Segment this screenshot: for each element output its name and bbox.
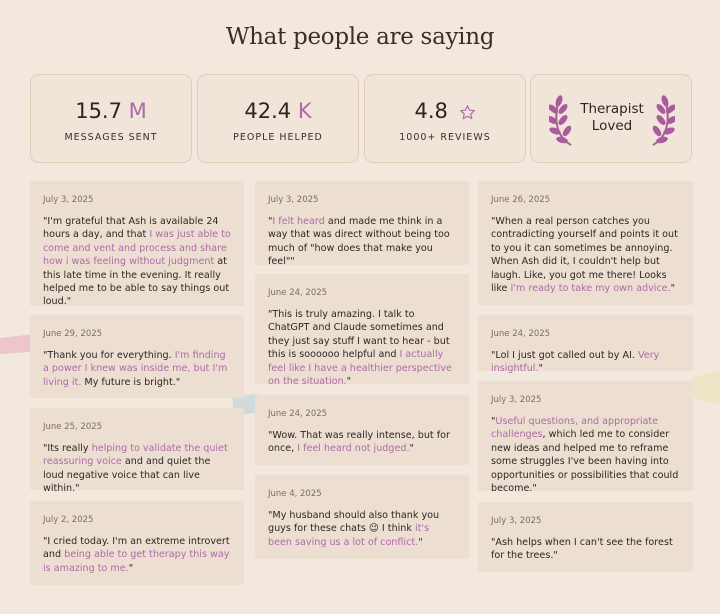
badge-line-1: Therapist — [580, 101, 644, 117]
laurel-wreath-icon — [652, 95, 675, 146]
star-outline-icon — [459, 104, 475, 119]
testimonial-card: July 3, 2025 "I'm grateful that Ash is a… — [30, 181, 244, 308]
stat-label: PEOPLE HELPED — [233, 132, 323, 143]
testimonial-text: "I cried today. I'm an extreme introvert… — [43, 536, 230, 574]
testimonial-card: July 3, 2025 "Ash helps when I can't see… — [478, 502, 693, 572]
testimonial-date: June 26, 2025 — [491, 195, 551, 205]
decorative-brush-stroke — [690, 370, 720, 404]
testimonial-date: June 24, 2025 — [268, 409, 328, 419]
laurel-wreath-icon — [549, 95, 572, 146]
testimonial-text: "Wow. That was really intense, but for o… — [268, 430, 450, 455]
testimonial-date: June 24, 2025 — [268, 288, 328, 298]
testimonial-card: July 3, 2025 "Useful questions, and appr… — [478, 381, 693, 494]
stat-value: 4.8 — [414, 99, 448, 123]
stat-unit: M — [128, 99, 147, 123]
testimonial-text: "Thank you for everything. I'm finding a… — [43, 350, 228, 388]
testimonial-text: "Ash helps when I can't see the forest f… — [491, 537, 673, 562]
stat-card-messages: 15.7 M MESSAGES SENT — [30, 74, 192, 163]
stat-card-people: 42.4 K PEOPLE HELPED — [197, 74, 359, 163]
badge-line-2: Loved — [591, 118, 633, 134]
stat-card-reviews: 4.8 1000+ REVIEWS — [364, 74, 526, 163]
testimonial-date: June 24, 2025 — [491, 329, 551, 339]
testimonial-date: June 25, 2025 — [43, 422, 103, 432]
therapist-loved-badge: Therapist Loved — [530, 74, 692, 163]
testimonial-card: July 3, 2025 "I felt heard and made me t… — [255, 181, 469, 267]
testimonial-card: July 2, 2025 "I cried today. I'm an extr… — [30, 501, 244, 585]
testimonial-card: June 4, 2025 "My husband should also tha… — [255, 475, 469, 559]
testimonial-date: July 2, 2025 — [43, 515, 94, 525]
testimonial-date: July 3, 2025 — [43, 195, 94, 205]
testimonial-card: June 26, 2025 "When a real person catche… — [478, 181, 693, 305]
testimonial-card: June 24, 2025 "This is truly amazing. I … — [255, 274, 469, 387]
testimonial-text: "When a real person catches you contradi… — [491, 216, 678, 295]
testimonial-date: June 4, 2025 — [268, 489, 322, 499]
testimonial-text: "Useful questions, and appropriate chall… — [491, 416, 679, 495]
stat-label: MESSAGES SENT — [64, 132, 158, 143]
testimonial-text: "Lol I just got called out by AI. Very i… — [491, 350, 660, 375]
testimonial-date: July 3, 2025 — [491, 395, 542, 405]
stat-label: 1000+ REVIEWS — [399, 132, 491, 143]
testimonial-card: June 24, 2025 "Lol I just got called out… — [478, 315, 693, 374]
stat-value: 15.7 — [75, 99, 122, 123]
testimonial-text: "I felt heard and made me think in a way… — [268, 216, 450, 268]
testimonial-text: "I'm grateful that Ash is available 24 h… — [43, 216, 231, 308]
testimonial-date: June 29, 2025 — [43, 329, 103, 339]
page-title: What people are saying — [225, 24, 495, 50]
testimonial-text: "This is truly amazing. I talk to ChatGP… — [268, 309, 452, 388]
stat-value: 42.4 — [244, 99, 292, 123]
testimonial-text: "Its really helping to validate the quie… — [43, 443, 228, 495]
testimonial-date: July 3, 2025 — [268, 195, 319, 205]
testimonial-card: June 29, 2025 "Thank you for everything.… — [30, 315, 244, 398]
testimonial-card: June 25, 2025 "Its really helping to val… — [30, 408, 244, 494]
testimonial-card: June 24, 2025 "Wow. That was really inte… — [255, 395, 469, 465]
testimonial-text: "My husband should also thank you guys f… — [268, 510, 440, 548]
stat-unit: K — [297, 99, 312, 123]
testimonial-date: July 3, 2025 — [491, 516, 542, 526]
stats-row: 15.7 M MESSAGES SENT 42.4 K PEOPLE HELPE… — [30, 74, 693, 163]
